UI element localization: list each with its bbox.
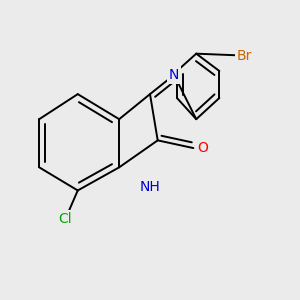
Text: N: N bbox=[169, 68, 179, 82]
Text: Cl: Cl bbox=[58, 212, 72, 226]
Text: Br: Br bbox=[237, 49, 252, 63]
Text: NH: NH bbox=[140, 180, 160, 194]
Text: O: O bbox=[197, 141, 208, 155]
